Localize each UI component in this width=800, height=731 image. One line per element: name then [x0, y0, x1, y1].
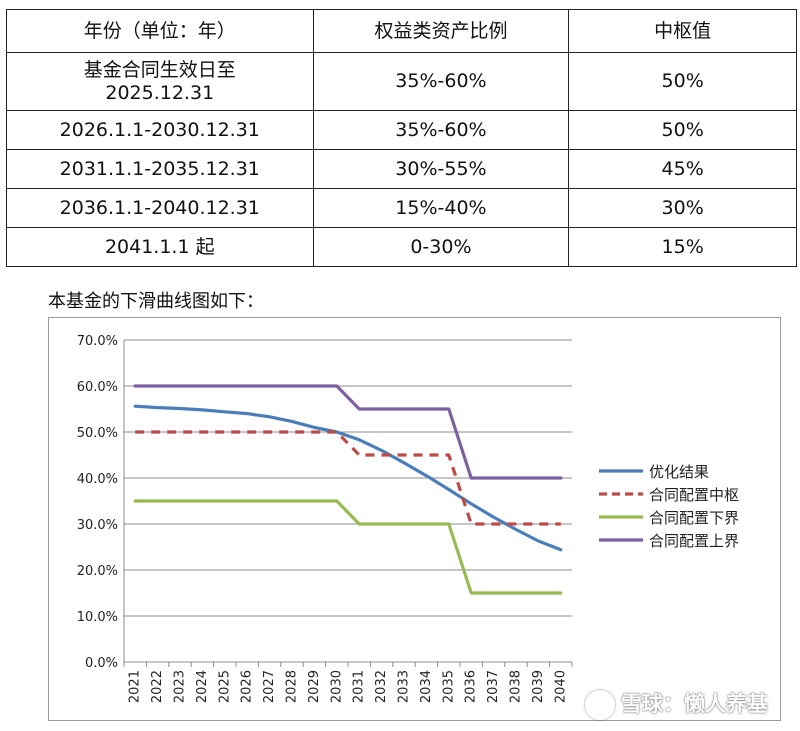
- x-tick-label: 2037: [486, 670, 501, 703]
- series-line: [133, 384, 563, 480]
- x-tick-label: 2024: [195, 670, 210, 703]
- cell-period: 2041.1.1 起: [6, 227, 314, 267]
- x-tick-label: 2036: [464, 670, 479, 703]
- table-row: 2041.1.1 起 0-30% 15%: [6, 227, 797, 267]
- x-tick-label: 2030: [329, 670, 344, 703]
- legend-label: 合同配置下界: [649, 509, 739, 527]
- series-line: [135, 430, 561, 526]
- y-tick-label: 70.0%: [77, 334, 118, 349]
- table-row: 2031.1.1-2035.12.31 30%-55% 45%: [6, 149, 797, 189]
- cell-range: 35%-60%: [312, 52, 570, 111]
- y-tick-label: 30.0%: [77, 518, 118, 533]
- cell-range: 0-30%: [312, 227, 570, 267]
- watermark-text: 雪球：懒人养基: [621, 692, 768, 716]
- snowball-logo-icon: [585, 690, 615, 720]
- cell-center: 30%: [568, 188, 797, 228]
- glide-path-chart: 0.0% 10.0% 20.0% 30.0% 40.0% 50.0% 60.0% 70.0% 2…: [48, 317, 781, 721]
- cell-range: 30%-55%: [312, 149, 570, 189]
- legend-label: 合同配置上界: [649, 532, 739, 550]
- x-tick-label: 2025: [217, 670, 232, 703]
- x-tick-label: 2023: [173, 670, 188, 703]
- x-tick-label: 2031: [352, 670, 367, 703]
- y-tick-label: 50.0%: [77, 426, 118, 441]
- cell-period: 2026.1.1-2030.12.31: [6, 110, 314, 150]
- cell-range: 35%-60%: [312, 110, 570, 150]
- legend-label: 合同配置中枢: [649, 486, 739, 504]
- x-tick-label: 2027: [262, 670, 277, 703]
- x-tick-label: 2038: [509, 670, 524, 703]
- watermark: 雪球：懒人养基: [585, 688, 768, 720]
- x-tick-label: 2029: [307, 670, 322, 703]
- table-row: 2026.1.1-2030.12.31 35%-60% 50%: [6, 110, 797, 150]
- y-tick-label: 0.0%: [85, 656, 118, 671]
- x-tick-label: 2022: [150, 670, 165, 703]
- y-tick-label: 10.0%: [77, 610, 118, 625]
- header-equity-ratio: 权益类资产比例: [312, 9, 570, 53]
- x-tick-label: 2032: [374, 670, 389, 703]
- table-row: 2036.1.1-2040.12.31 15%-40% 30%: [6, 188, 797, 228]
- cell-center: 15%: [568, 227, 797, 267]
- table-row: 基金合同生效日至 2025.12.31 35%-60% 50%: [6, 52, 797, 111]
- x-tick-label: 2034: [419, 670, 434, 703]
- x-tick-label: 2028: [285, 670, 300, 703]
- x-tick-label: 2039: [531, 670, 546, 703]
- chart-svg: 0.0% 10.0% 20.0% 30.0% 40.0% 50.0% 60.0% 70.0% 2…: [77, 334, 739, 703]
- series-line: [133, 499, 563, 595]
- y-tick-label: 60.0%: [77, 380, 118, 395]
- header-period: 年份（单位：年）: [6, 9, 314, 53]
- y-tick-label: 20.0%: [77, 564, 118, 579]
- cell-center: 50%: [568, 52, 797, 111]
- period-line: 基金合同生效日至 2025.12.31: [83, 58, 236, 104]
- cell-period: 2036.1.1-2040.12.31: [6, 188, 314, 228]
- series-line: [133, 404, 563, 552]
- cell-period: 基金合同生效日至 2025.12.31: [6, 52, 314, 111]
- cell-period: 2031.1.1-2035.12.31: [6, 149, 314, 189]
- chart-caption: 本基金的下滑曲线图如下：: [48, 291, 264, 312]
- y-tick-label: 40.0%: [77, 472, 118, 487]
- x-tick-label: 2026: [240, 670, 255, 703]
- cell-center: 50%: [568, 110, 797, 150]
- x-tick-label: 2040: [553, 670, 568, 703]
- header-center-value: 中枢值: [568, 9, 797, 53]
- legend-label: 优化结果: [649, 463, 709, 481]
- x-tick-label: 2033: [397, 670, 412, 703]
- x-tick-label: 2021: [128, 670, 143, 703]
- allocation-table: 年份（单位：年） 权益类资产比例 中枢值 基金合同生效日至 2025.12.31 …: [6, 9, 797, 267]
- cell-range: 15%-40%: [312, 188, 570, 228]
- x-tick-label: 2035: [441, 670, 456, 703]
- cell-center: 45%: [568, 149, 797, 189]
